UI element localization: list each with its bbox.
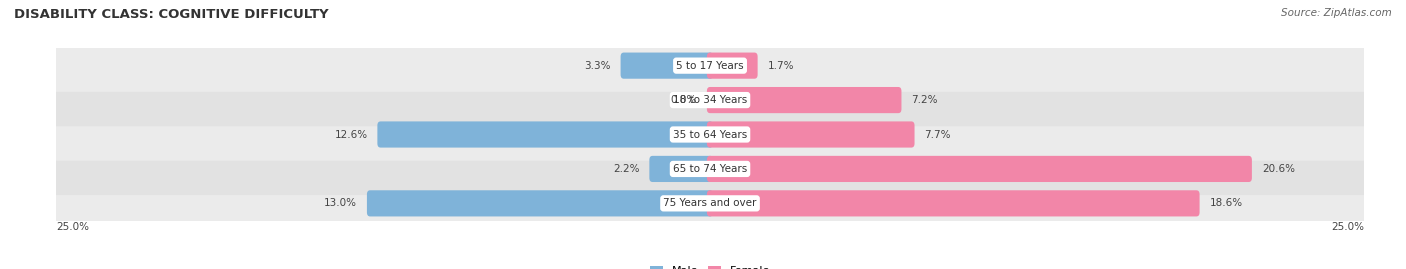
Text: 35 to 64 Years: 35 to 64 Years	[673, 129, 747, 140]
FancyBboxPatch shape	[707, 87, 901, 113]
Text: 7.2%: 7.2%	[911, 95, 938, 105]
Text: DISABILITY CLASS: COGNITIVE DIFFICULTY: DISABILITY CLASS: COGNITIVE DIFFICULTY	[14, 8, 329, 21]
Legend: Male, Female: Male, Female	[645, 261, 775, 269]
Text: 65 to 74 Years: 65 to 74 Years	[673, 164, 747, 174]
Text: 18.6%: 18.6%	[1209, 198, 1243, 208]
Text: 12.6%: 12.6%	[335, 129, 367, 140]
FancyBboxPatch shape	[707, 52, 758, 79]
FancyBboxPatch shape	[367, 190, 713, 217]
Text: Source: ZipAtlas.com: Source: ZipAtlas.com	[1281, 8, 1392, 18]
FancyBboxPatch shape	[48, 74, 1372, 126]
FancyBboxPatch shape	[707, 156, 1251, 182]
FancyBboxPatch shape	[48, 108, 1372, 161]
Text: 25.0%: 25.0%	[1331, 222, 1364, 232]
Text: 13.0%: 13.0%	[323, 198, 357, 208]
Text: 2.2%: 2.2%	[613, 164, 640, 174]
FancyBboxPatch shape	[650, 156, 713, 182]
Text: 7.7%: 7.7%	[925, 129, 950, 140]
Text: 1.7%: 1.7%	[768, 61, 794, 71]
Text: 18 to 34 Years: 18 to 34 Years	[673, 95, 747, 105]
Text: 20.6%: 20.6%	[1261, 164, 1295, 174]
Text: 0.0%: 0.0%	[671, 95, 697, 105]
FancyBboxPatch shape	[707, 121, 914, 148]
FancyBboxPatch shape	[48, 143, 1372, 195]
FancyBboxPatch shape	[620, 52, 713, 79]
FancyBboxPatch shape	[48, 177, 1372, 229]
Text: 5 to 17 Years: 5 to 17 Years	[676, 61, 744, 71]
Text: 75 Years and over: 75 Years and over	[664, 198, 756, 208]
FancyBboxPatch shape	[707, 190, 1199, 217]
Text: 25.0%: 25.0%	[56, 222, 89, 232]
FancyBboxPatch shape	[48, 40, 1372, 92]
FancyBboxPatch shape	[377, 121, 713, 148]
Text: 3.3%: 3.3%	[583, 61, 610, 71]
